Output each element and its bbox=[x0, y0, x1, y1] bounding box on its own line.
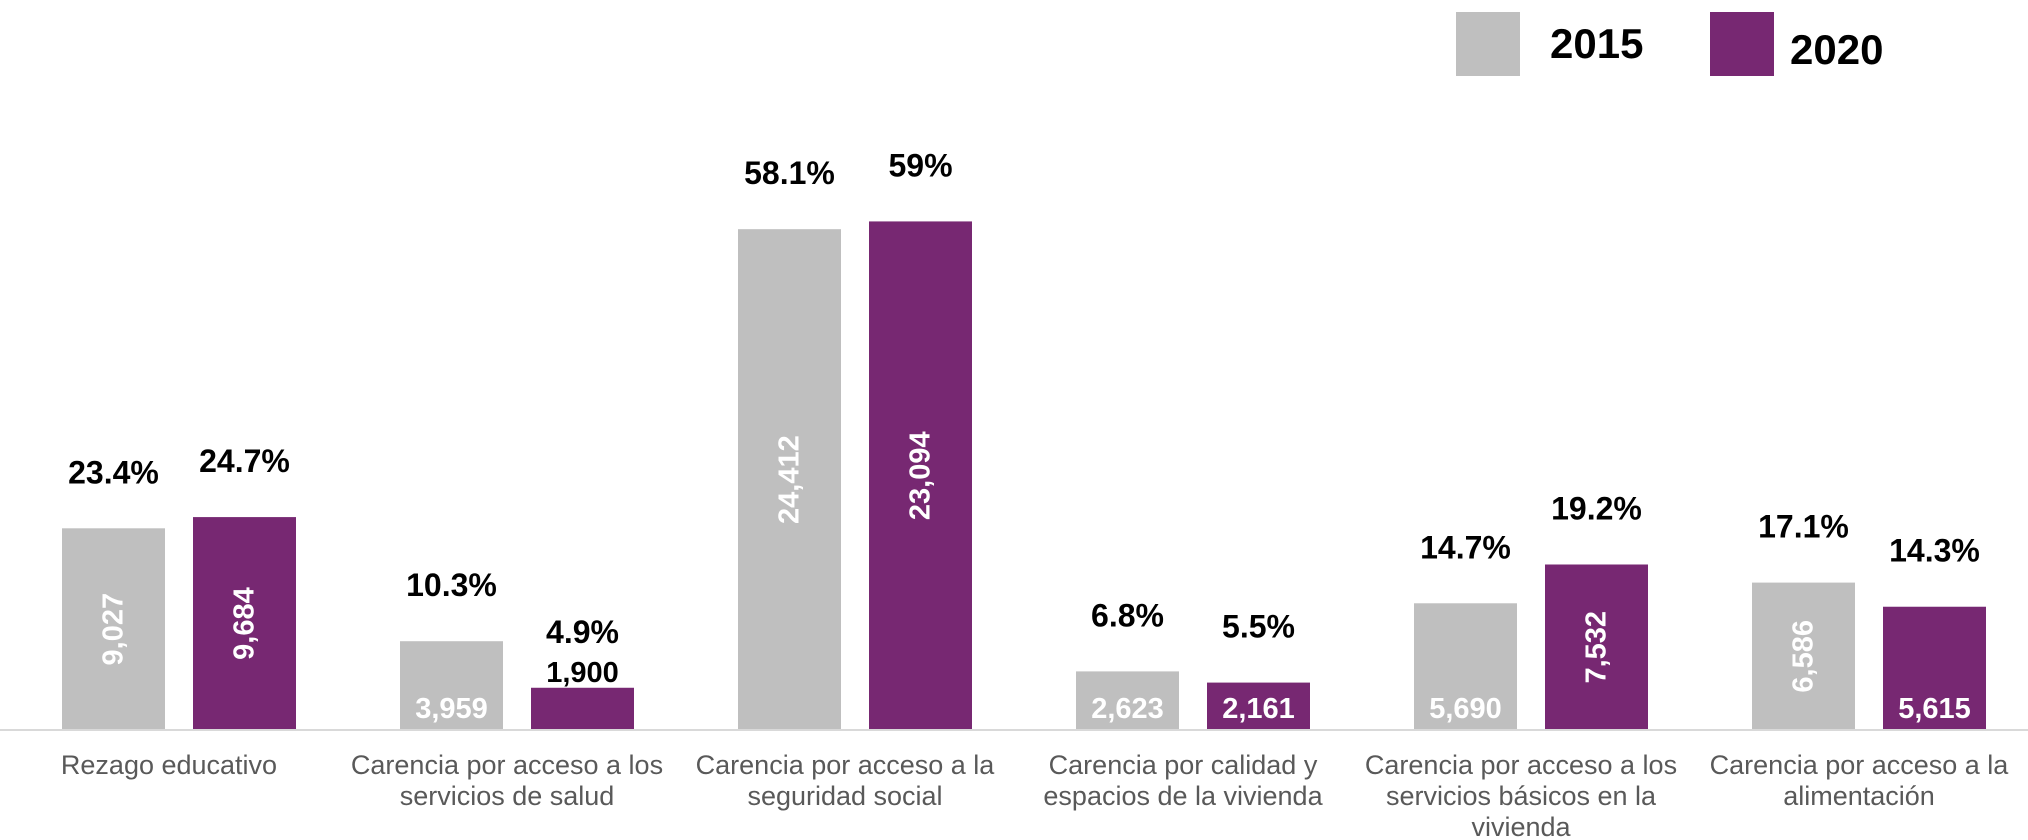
percent-label-2020-2: 59% bbox=[888, 147, 952, 183]
percent-label-2015-3: 6.8% bbox=[1091, 597, 1164, 633]
count-label-2020-4: 7,532 bbox=[1581, 611, 1613, 684]
percent-label-2015-1: 10.3% bbox=[406, 567, 497, 603]
percent-label-2020-5: 14.3% bbox=[1889, 533, 1980, 569]
count-label-2015-2: 24,412 bbox=[774, 435, 806, 524]
category-label-3: Carencia por calidad y espacios de la viv… bbox=[1043, 750, 1323, 811]
percent-label-2020-1: 4.9% bbox=[546, 614, 619, 650]
bars: 23.4% 9,027 24.7% 9,684 10.3% 3,959 4.9% 1,900 5… bbox=[62, 147, 1986, 731]
count-label-2015-5: 6,586 bbox=[1788, 620, 1820, 693]
category-label-1: Carencia por acceso a los servicios de sa… bbox=[351, 750, 663, 811]
percent-label-2020-4: 19.2% bbox=[1551, 490, 1642, 526]
percent-label-2015-4: 14.7% bbox=[1420, 529, 1511, 565]
bar-2015-5 bbox=[1752, 582, 1855, 730]
percent-label-2015-5: 17.1% bbox=[1758, 509, 1849, 545]
category-label-5: Carencia por acceso a la alimentación bbox=[1710, 750, 2010, 811]
bar-2020-0 bbox=[193, 517, 296, 730]
legend-label-2020: 2020 bbox=[1790, 26, 1883, 73]
count-label-2020-1: 1,900 bbox=[546, 657, 619, 689]
category-label-2: Carencia por acceso a la seguridad social bbox=[696, 750, 996, 811]
bar-2015-1 bbox=[400, 641, 503, 730]
bar-2020-1 bbox=[531, 687, 634, 730]
count-label-2020-5: 5,615 bbox=[1898, 693, 1971, 725]
percent-label-2015-0: 23.4% bbox=[68, 454, 159, 490]
count-label-2015-1: 3,959 bbox=[415, 693, 488, 725]
count-label-2015-4: 5,690 bbox=[1429, 693, 1502, 725]
count-label-2020-3: 2,161 bbox=[1222, 693, 1295, 725]
legend-label-2015: 2015 bbox=[1550, 20, 1643, 67]
percent-label-2015-2: 58.1% bbox=[744, 155, 835, 191]
bar-2015-0 bbox=[62, 528, 165, 730]
bar-2015-4 bbox=[1414, 603, 1517, 730]
category-labels: Rezago educativo Carencia por acceso a lo… bbox=[61, 750, 2009, 840]
legend-swatch-2015 bbox=[1456, 12, 1520, 76]
bar-2020-4 bbox=[1545, 564, 1648, 730]
percent-label-2020-0: 24.7% bbox=[199, 443, 290, 479]
bar-2020-5 bbox=[1883, 606, 1986, 730]
count-label-2020-2: 23,094 bbox=[905, 431, 937, 520]
category-label-0: Rezago educativo bbox=[61, 750, 277, 780]
legend-swatch-2020 bbox=[1710, 12, 1774, 76]
bar-2015-3 bbox=[1076, 671, 1179, 730]
count-label-2015-3: 2,623 bbox=[1091, 693, 1164, 725]
count-label-2015-0: 9,027 bbox=[98, 593, 130, 666]
category-label-4: Carencia por acceso a los servicios básic… bbox=[1365, 750, 1677, 840]
bar-2020-2 bbox=[869, 221, 972, 731]
bar-2015-2 bbox=[738, 229, 841, 731]
legend: 2015 2020 bbox=[1456, 12, 1883, 76]
bar-2020-3 bbox=[1207, 682, 1310, 730]
percent-label-2020-3: 5.5% bbox=[1222, 609, 1295, 645]
count-label-2020-0: 9,684 bbox=[229, 587, 261, 660]
